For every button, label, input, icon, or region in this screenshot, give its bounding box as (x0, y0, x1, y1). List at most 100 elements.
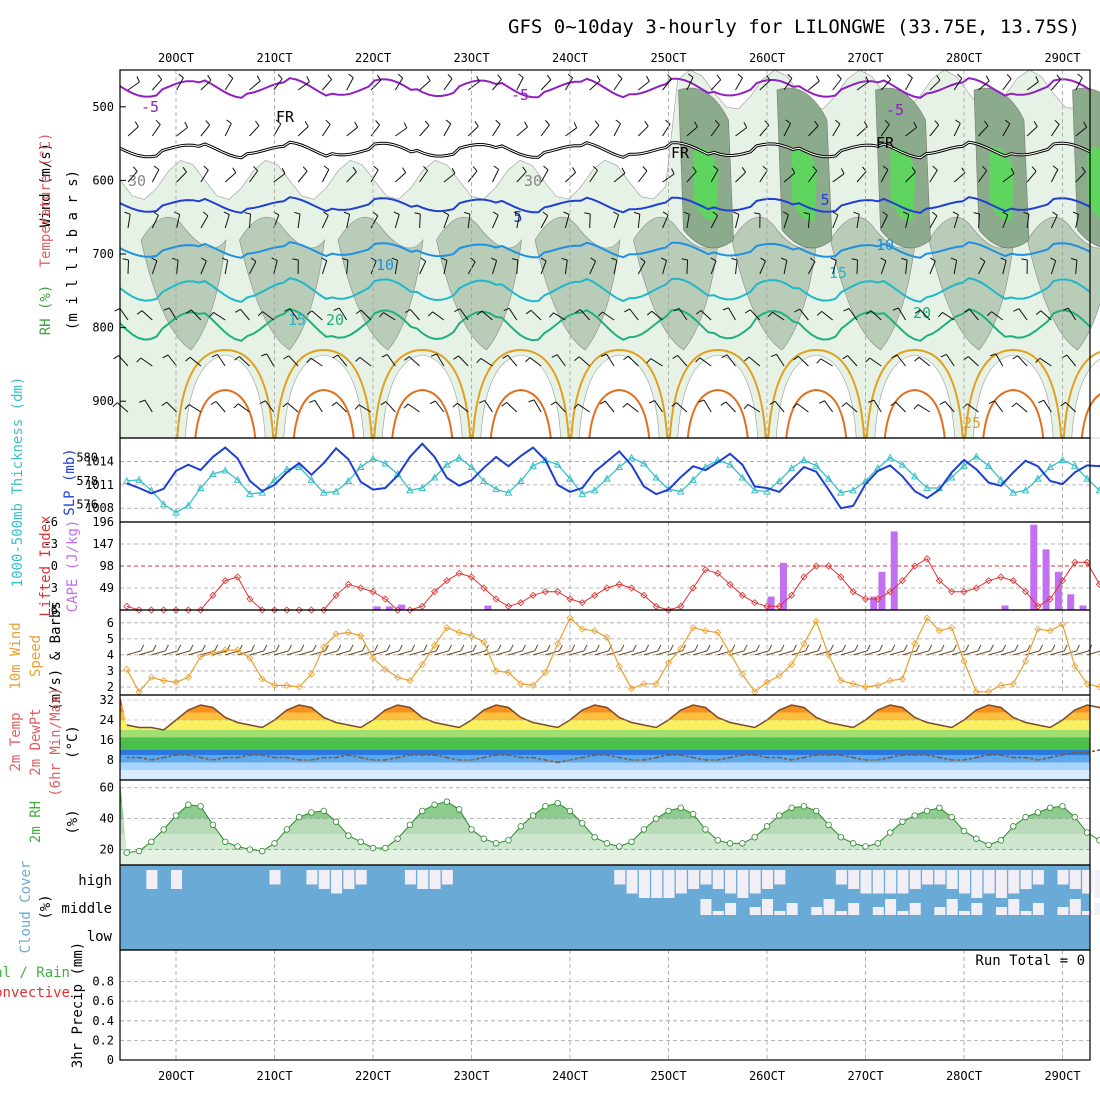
wind-barb-flag (952, 211, 959, 216)
cloud-high-bar (737, 870, 749, 898)
wind-barb (151, 79, 163, 91)
contour-label: 5 (820, 191, 829, 209)
wind10-marker (418, 660, 426, 669)
wind-barb (917, 404, 931, 413)
rh-blob-mid (830, 216, 916, 351)
wind-barb-flag (792, 403, 798, 409)
wind-barb-flag (737, 73, 743, 79)
wind10-barb-flag (842, 644, 847, 652)
wind-barb (945, 354, 955, 367)
wind-barb-flag (720, 401, 727, 406)
wind-barb-flag (551, 354, 558, 358)
wind-barb-flag (370, 257, 377, 262)
rh-blob-green (989, 147, 1014, 221)
rh-blob-green (890, 147, 916, 221)
wind-barb (870, 310, 882, 321)
rh2m-tick: 40 (100, 812, 114, 826)
wind-barb-flag (984, 120, 989, 127)
wind-barb-flag (309, 399, 315, 404)
wind10-barb (951, 650, 966, 656)
wind-barb-flag (429, 400, 436, 405)
wind-barb (168, 307, 178, 321)
cape-bar (1001, 605, 1009, 610)
wind10-barb-flag (521, 644, 526, 652)
rh2m-marker (689, 810, 697, 818)
li-marker (455, 569, 463, 577)
temp-tick: 16 (100, 733, 114, 747)
thickness-marker (467, 462, 476, 470)
thickness-marker (566, 474, 574, 482)
wind-barb (289, 308, 299, 321)
wind-barb (249, 170, 259, 183)
isotherm-30 (292, 388, 355, 439)
wind-barb-flag (476, 358, 482, 364)
rh2m-marker (258, 847, 266, 855)
wind-barb (978, 125, 989, 137)
wind-barb-flag (767, 311, 773, 317)
wind10-barb (865, 650, 880, 656)
cape-bar (870, 596, 878, 610)
wind-barb-flag (333, 307, 340, 311)
warm-dome (283, 354, 365, 439)
rh2m-marker (997, 837, 1005, 844)
li-marker (332, 591, 340, 599)
cloud-high-bar (146, 870, 158, 889)
wind-barb (238, 356, 250, 367)
wind10-barb-flag (829, 644, 834, 652)
wind10-barb-flag (952, 644, 957, 652)
wind-barb (848, 308, 858, 321)
li-marker (357, 584, 365, 592)
rh2m-marker (468, 826, 475, 833)
cloud-mid-bar (909, 903, 921, 915)
thickness-marker (246, 489, 254, 497)
wind-barb (1026, 126, 1038, 137)
wind-barb-flag (404, 356, 410, 361)
cloud-high-bar (995, 870, 1007, 898)
wind-barb-flag (640, 257, 646, 263)
thickness-marker (209, 469, 217, 477)
wind-barb (749, 309, 761, 321)
wind-barb (419, 80, 431, 91)
wind-barb (358, 404, 372, 413)
wind10-marker (664, 659, 673, 667)
wind10-barb-flag (694, 644, 699, 652)
cloud-mid-bar (700, 899, 712, 915)
thickness-marker (270, 475, 279, 483)
cape-series: -6 -3 0 3 6 196 147 98 49 (44, 515, 1100, 617)
wind-barb (613, 172, 626, 183)
upper-panel-ylabels: Wind (m/s) Temperature (°C) (m i l l i b… (38, 133, 81, 336)
dewpt-segment (889, 754, 903, 759)
isotherm-25 (964, 348, 1063, 439)
wind-barb (728, 307, 736, 321)
wind10-marker (1058, 620, 1067, 628)
wind10-barb (1050, 650, 1065, 656)
dewpt-segment (803, 754, 817, 759)
thickness-marker (1083, 474, 1091, 482)
wind-barb-flag (644, 120, 649, 127)
wind-barb-flag (816, 311, 823, 316)
li-marker (258, 606, 266, 614)
wind-barb (359, 357, 372, 367)
dewpt-segment (545, 759, 558, 764)
wind-barb-flag (818, 400, 825, 404)
wind-barb-flag (573, 403, 579, 409)
wind-barb (978, 170, 988, 183)
wind-barb-flag (546, 74, 552, 81)
wind10-marker (591, 627, 599, 635)
rh2m-marker (714, 837, 721, 844)
isotherm-20 (119, 308, 1091, 342)
upper-panel-frame (175, 70, 1063, 438)
wind-barb-flag (454, 308, 461, 313)
wind-barb-flag (955, 119, 961, 124)
wind-barb (995, 353, 1004, 367)
wind-barb (144, 399, 153, 413)
cape-tick: 196 (92, 515, 114, 529)
wind-barb-flag (178, 73, 184, 79)
wind10-barb (126, 650, 141, 656)
wind-barb (443, 78, 453, 91)
cloud-high-bar (983, 870, 995, 894)
wind-barb-flag (136, 357, 142, 363)
wind-barb (1050, 124, 1060, 137)
wind-barb-flag (525, 357, 531, 363)
wind10-marker (209, 649, 217, 657)
